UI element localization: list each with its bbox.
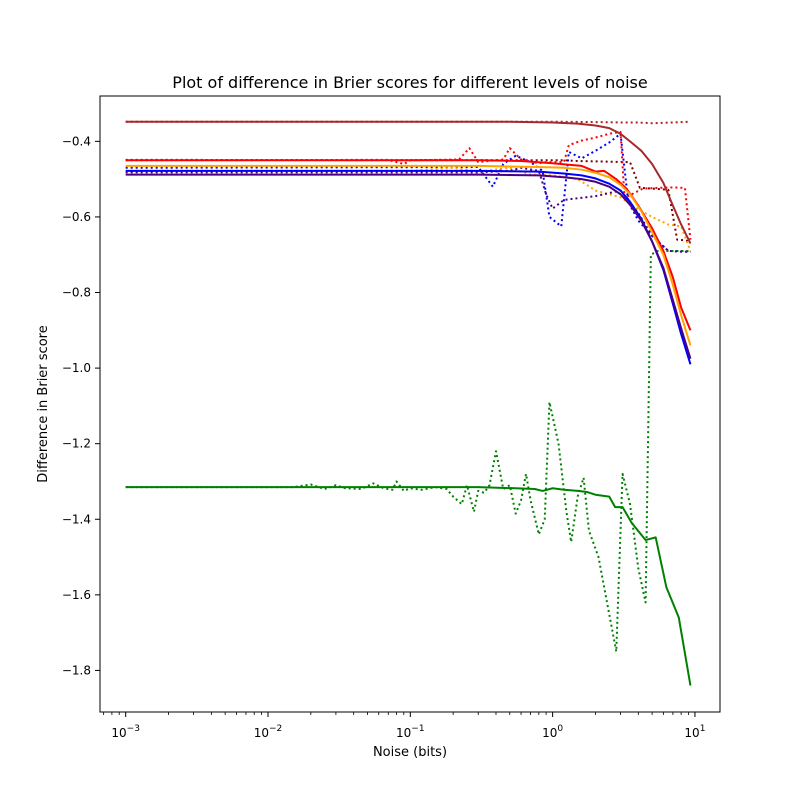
y-tick-label: −1.6 bbox=[62, 588, 91, 602]
x-tick-label-base: 10 bbox=[684, 726, 699, 740]
series-line-6-dotted bbox=[125, 166, 691, 253]
series-line-7-dotted bbox=[125, 249, 691, 653]
y-axis-label: Difference in Brier score bbox=[36, 325, 51, 482]
x-tick-label-base: 10 bbox=[111, 726, 126, 740]
series-line-2-dotted bbox=[125, 158, 691, 243]
y-tick-label: −1.8 bbox=[62, 663, 91, 677]
y-tick-label: −0.8 bbox=[62, 286, 91, 300]
y-tick-label: −1.4 bbox=[62, 512, 91, 526]
x-tick-label-exponent: −1 bbox=[411, 724, 424, 734]
x-tick-label: 10−3 bbox=[111, 724, 140, 740]
x-tick-label: 10−2 bbox=[254, 724, 283, 740]
y-tick-label: −1.2 bbox=[62, 437, 91, 451]
y-axis: −0.4 −0.6 −0.8 −1.0 −1.2 −1.4 −1.6 −1.8 bbox=[62, 134, 100, 677]
x-tick-label-base: 10 bbox=[396, 726, 411, 740]
x-tick-label-exponent: −2 bbox=[269, 724, 282, 734]
series-layer bbox=[125, 120, 692, 686]
chart-title: Plot of difference in Brier scores for d… bbox=[172, 73, 647, 92]
x-tick-label: 10−1 bbox=[396, 724, 425, 740]
y-tick-label: −1.0 bbox=[62, 361, 91, 375]
series-line-5-dotted bbox=[125, 166, 692, 252]
series-line-4-dotted bbox=[125, 132, 691, 253]
series-line-13-solid bbox=[125, 486, 692, 686]
x-tick-label-exponent: −3 bbox=[127, 724, 140, 734]
series-line-8-solid bbox=[125, 120, 692, 244]
y-tick-label: −0.4 bbox=[62, 134, 91, 148]
series-line-1-dotted bbox=[125, 120, 691, 125]
x-tick-label-base: 10 bbox=[542, 726, 557, 740]
x-tick-label: 101 bbox=[684, 724, 705, 740]
x-axis: 10−3 10−2 10−1 100 101 bbox=[103, 712, 705, 740]
x-tick-label-exponent: 1 bbox=[700, 724, 706, 734]
x-tick-label-base: 10 bbox=[254, 726, 269, 740]
series-line-9-solid bbox=[125, 159, 692, 331]
y-tick-label: −0.6 bbox=[62, 210, 91, 224]
series-line-12-solid bbox=[125, 173, 692, 359]
x-tick-label-exponent: 0 bbox=[557, 724, 563, 734]
x-axis-label: Noise (bits) bbox=[373, 745, 447, 760]
x-tick-label: 100 bbox=[542, 724, 563, 740]
series-line-10-solid bbox=[125, 164, 692, 346]
